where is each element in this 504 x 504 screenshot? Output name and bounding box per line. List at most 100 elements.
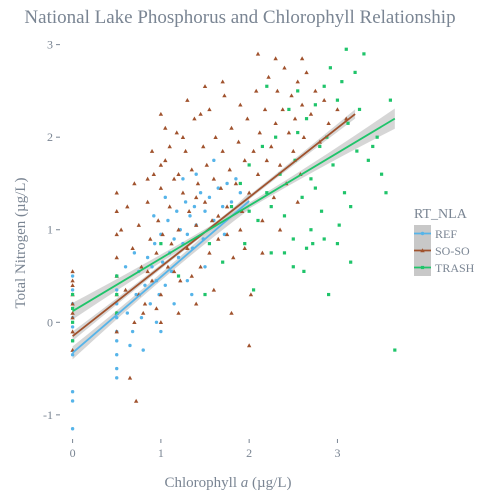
data-point: [313, 186, 317, 190]
data-point: [115, 292, 119, 297]
data-point: [176, 255, 181, 260]
data-point: [335, 98, 340, 102]
data-point: [212, 158, 216, 163]
data-point: [166, 218, 170, 223]
data-point: [70, 427, 75, 431]
data-point: [229, 205, 234, 209]
data-point: [216, 186, 220, 190]
data-point: [115, 288, 119, 292]
data-point: [271, 195, 277, 200]
data-point: [291, 265, 295, 269]
data-point: [160, 232, 165, 237]
data-point: [242, 158, 247, 163]
data-point: [195, 181, 201, 186]
data-point: [70, 399, 75, 403]
data-point: [183, 148, 188, 153]
data-point: [225, 181, 229, 186]
data-point: [247, 163, 251, 167]
data-point: [296, 89, 300, 93]
data-point: [322, 237, 326, 241]
data-point: [379, 172, 384, 176]
data-point: [176, 172, 181, 176]
data-point: [185, 232, 190, 237]
data-point: [304, 70, 309, 75]
data-point: [163, 158, 168, 163]
data-point: [308, 111, 314, 116]
data-point: [287, 107, 291, 112]
data-point: [260, 218, 265, 223]
data-point: [151, 172, 157, 176]
data-point: [211, 176, 217, 181]
data-point: [192, 204, 197, 209]
x-axis: 0 1 2 3: [70, 439, 340, 460]
data-point: [70, 320, 75, 324]
data-point: [202, 84, 208, 89]
confidence-bands: [72, 108, 395, 360]
data-point: [340, 80, 344, 84]
data-point: [125, 204, 130, 209]
data-point: [282, 251, 287, 255]
legend-key-marker: [420, 265, 425, 270]
fit-line: [72, 200, 250, 354]
data-point: [148, 236, 153, 241]
data-point: [115, 376, 119, 380]
x-tick-label: 1: [158, 446, 164, 460]
data-point: [318, 144, 322, 149]
data-point: [167, 144, 172, 149]
data-point: [158, 320, 164, 325]
data-point: [313, 88, 318, 93]
data-point: [309, 228, 313, 232]
data-point: [201, 144, 206, 149]
data-point: [183, 200, 188, 204]
data-point: [289, 93, 294, 98]
data-point: [247, 209, 251, 213]
data-point: [220, 204, 225, 209]
data-point: [260, 250, 265, 255]
data-point: [213, 134, 218, 139]
data-point: [229, 310, 234, 315]
data-point: [393, 348, 397, 352]
data-point: [277, 162, 283, 167]
data-point: [143, 283, 147, 287]
data-point: [70, 306, 75, 311]
data-point: [133, 398, 139, 403]
data-point: [158, 162, 164, 167]
data-point: [152, 214, 156, 218]
data-point: [114, 329, 119, 334]
legend-label: TRASH: [435, 261, 475, 275]
data-point: [220, 79, 225, 84]
data-point: [70, 269, 75, 274]
data-point: [70, 301, 75, 306]
data-point: [357, 107, 362, 112]
data-point: [70, 283, 75, 288]
data-point: [185, 97, 190, 102]
data-point: [221, 260, 225, 264]
data-point: [114, 209, 119, 213]
data-point: [337, 223, 341, 227]
data-point: [292, 116, 298, 121]
data-point: [169, 269, 174, 274]
data-point: [256, 218, 260, 223]
data-point: [70, 390, 75, 394]
x-axis-title: Chlorophyll a (µg/L): [165, 475, 292, 491]
data-point: [165, 264, 171, 269]
data-point: [388, 98, 393, 102]
data-point: [190, 292, 194, 297]
data-point: [335, 242, 340, 246]
data-point: [145, 269, 150, 274]
data-point: [299, 56, 305, 61]
data-point: [238, 191, 243, 195]
data-point: [254, 88, 259, 93]
data-point: [154, 320, 159, 325]
data-point: [265, 191, 269, 195]
data-point: [136, 222, 142, 227]
data-point: [142, 301, 148, 306]
data-point: [282, 214, 287, 218]
data-point: [207, 250, 212, 255]
data-point: [280, 107, 285, 112]
data-point: [128, 343, 132, 348]
data-point: [224, 204, 230, 209]
data-point: [139, 264, 144, 269]
data-point: [251, 148, 256, 153]
data-point: [70, 329, 75, 334]
